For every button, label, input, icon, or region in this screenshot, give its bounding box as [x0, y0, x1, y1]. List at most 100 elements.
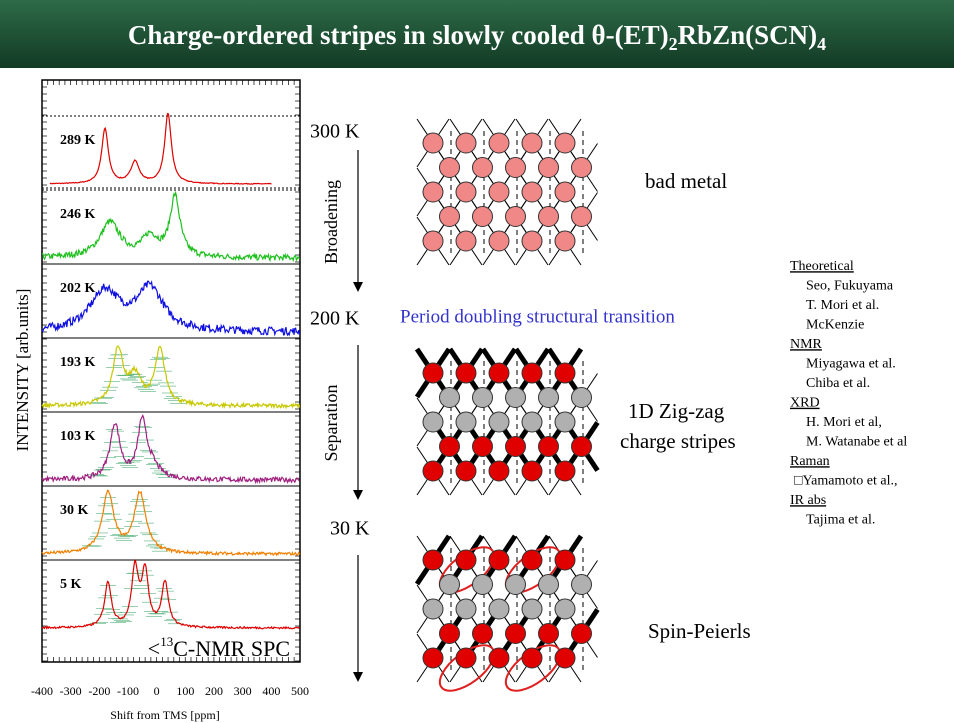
site: [521, 132, 543, 154]
site: [472, 387, 493, 408]
site: [571, 206, 592, 227]
site: [554, 549, 576, 571]
spectrum: [41, 345, 301, 410]
arrow-head: [353, 672, 363, 682]
site: [571, 574, 592, 595]
x-tick-label: -400: [31, 684, 53, 698]
site: [455, 411, 477, 433]
arrow-label: Broadening: [321, 180, 341, 264]
site: [472, 623, 493, 644]
site: [505, 157, 526, 178]
site: [554, 460, 576, 482]
panel-label: 5 K: [60, 577, 82, 592]
site: [422, 132, 444, 154]
site: [455, 460, 477, 482]
phase-label: 1D Zig-zag: [628, 399, 725, 423]
phase-label: Spin-Peierls: [648, 619, 751, 643]
phase-label: charge stripes: [620, 429, 736, 453]
site: [422, 362, 444, 384]
site: [422, 181, 444, 203]
site: [422, 647, 444, 669]
site: [488, 549, 510, 571]
site: [488, 362, 510, 384]
site: [455, 549, 477, 571]
temperature-label: 300 K: [310, 121, 360, 143]
site: [554, 230, 576, 252]
x-tick-label: 0: [154, 684, 160, 698]
site: [422, 411, 444, 433]
title-mid: RbZn(SCN): [678, 20, 818, 50]
site: [521, 598, 543, 620]
site: [505, 387, 526, 408]
spectrum: [41, 489, 301, 557]
site: [571, 436, 592, 457]
ref-item: Chiba et al.: [806, 376, 870, 391]
ref-item: T. Mori et al.: [806, 298, 879, 313]
site: [439, 206, 460, 227]
legend-sup: 13: [160, 634, 173, 649]
spectrum: [41, 558, 300, 630]
phase-label: bad metal: [645, 169, 727, 193]
site: [455, 230, 477, 252]
site: [554, 181, 576, 203]
x-tick-label: -300: [60, 684, 82, 698]
site: [571, 387, 592, 408]
title-sub: 2: [669, 34, 678, 54]
site: [521, 362, 543, 384]
site: [505, 574, 526, 595]
site: [554, 362, 576, 384]
site: [422, 460, 444, 482]
spectrum: [41, 190, 300, 263]
arrow-head: [353, 490, 363, 500]
site: [505, 206, 526, 227]
ref-item: McKenzie: [806, 318, 864, 333]
site: [538, 157, 559, 178]
site: [554, 132, 576, 154]
site: [422, 549, 444, 571]
x-tick-label: -100: [117, 684, 139, 698]
site: [571, 157, 592, 178]
site: [538, 387, 559, 408]
title: Charge-ordered stripes in slowly cooled …: [128, 20, 826, 54]
x-tick-label: 100: [176, 684, 194, 698]
panel-label: 30 K: [60, 503, 89, 518]
transition-label: Period doubling structural transition: [400, 306, 675, 327]
x-tick-label: 500: [291, 684, 309, 698]
ref-heading: IR abs: [790, 493, 826, 508]
site: [538, 436, 559, 457]
x-tick-label: 300: [234, 684, 252, 698]
x-axis-label: Shift from TMS [ppm]: [110, 708, 219, 722]
panel-label: 202 K: [60, 281, 96, 296]
panel-label: 193 K: [60, 355, 96, 370]
site: [538, 623, 559, 644]
site: [455, 132, 477, 154]
site: [455, 362, 477, 384]
site: [455, 647, 477, 669]
legend-text: <: [148, 636, 160, 661]
site: [521, 647, 543, 669]
site: [439, 623, 460, 644]
arrow-label: Separation: [321, 385, 341, 462]
spectrum: [41, 280, 301, 337]
ref-heading: NMR: [790, 337, 823, 352]
ref-item: Seo, Fukuyama: [806, 279, 894, 294]
title-bar: [0, 0, 954, 68]
site: [538, 574, 559, 595]
site: [488, 647, 510, 669]
site: [521, 411, 543, 433]
ref-item: H. Mori et al,: [806, 415, 882, 430]
x-tick-label: 400: [262, 684, 280, 698]
site: [472, 206, 493, 227]
site: [488, 230, 510, 252]
title-main: Charge-ordered stripes in slowly cooled …: [128, 20, 669, 50]
spectrum: [49, 112, 272, 185]
legend-text: C-NMR SPC: [173, 636, 290, 661]
panel-label: 246 K: [60, 207, 96, 222]
site: [521, 230, 543, 252]
site: [488, 411, 510, 433]
ref-item: □Yamamoto et al.,: [794, 474, 897, 489]
site: [439, 574, 460, 595]
legend: <13C-NMR SPC: [148, 634, 290, 661]
spectrum: [41, 414, 300, 485]
site: [439, 436, 460, 457]
